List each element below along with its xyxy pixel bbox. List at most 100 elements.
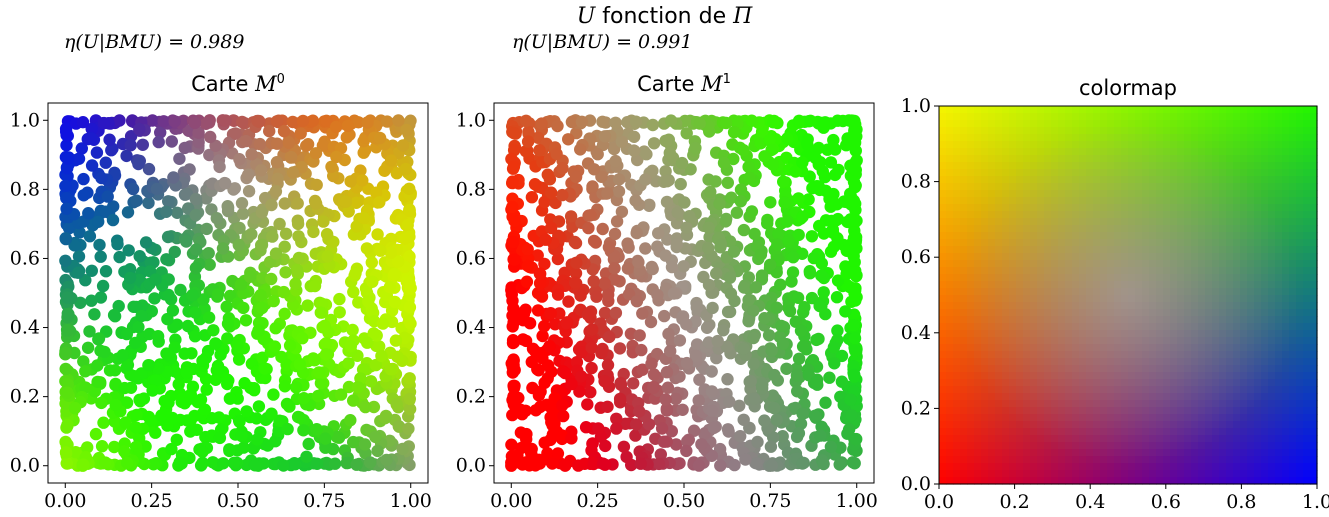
panel-0-point (320, 228, 334, 241)
colormap-cell (1107, 477, 1115, 485)
colormap-cell (1051, 323, 1059, 331)
colormap-cell (1086, 442, 1094, 450)
panel-1-point (770, 301, 783, 314)
colormap-cell (1149, 477, 1157, 485)
colormap-cell (1142, 127, 1150, 135)
colormap-cell (1205, 470, 1213, 478)
panel-0-point (399, 162, 412, 176)
colormap-cell (1100, 183, 1108, 191)
colormap-cell (1205, 456, 1213, 464)
colormap-cell (1191, 309, 1199, 317)
panel-0-point (76, 116, 90, 129)
colormap-cell (1177, 400, 1185, 408)
colormap-cell (1009, 176, 1017, 184)
colormap-cell (988, 295, 996, 303)
colormap-cell (981, 330, 989, 338)
colormap-cell (1016, 351, 1024, 359)
colormap-cell (1149, 316, 1157, 324)
colormap-cell (1058, 309, 1066, 317)
colormap-cell (1009, 449, 1017, 457)
colormap-cell (1205, 239, 1213, 247)
colormap-cell (1023, 134, 1031, 142)
panel-1-point (651, 288, 664, 302)
colormap-cell (974, 190, 982, 198)
panel-1-point (847, 319, 860, 332)
colormap-cell (1149, 218, 1157, 226)
panel-1-point (824, 440, 838, 453)
panel-0-point (403, 392, 416, 406)
colormap-cell (1058, 344, 1066, 352)
colormap-cell (995, 204, 1003, 212)
colormap-cell (1107, 435, 1115, 443)
colormap-cell (1128, 351, 1136, 359)
colormap-cell (1086, 155, 1094, 163)
colormap-cell (1002, 477, 1010, 485)
colormap-cell (1149, 379, 1157, 387)
colormap-cell (1065, 421, 1073, 429)
panel-0-xtick-label: 0.00 (44, 490, 86, 512)
colormap-cell (1156, 428, 1164, 436)
colormap-cell (1086, 288, 1094, 296)
colormap-cell (967, 372, 975, 380)
panel-0-point (171, 206, 184, 219)
colormap-cell (1093, 358, 1101, 366)
panel-1-point (520, 275, 534, 288)
colormap-cell (1135, 281, 1143, 289)
panel-1-point (815, 257, 828, 270)
panel-0-point (186, 288, 199, 302)
colormap-cell (1128, 281, 1136, 289)
panel-1-point (778, 196, 791, 209)
panel-0-point (62, 222, 76, 235)
colormap-cell (953, 127, 961, 135)
colormap-cell (988, 435, 996, 443)
colormap-cell (1184, 246, 1192, 254)
panel-1-point (569, 170, 583, 184)
colormap-cell (946, 309, 954, 317)
colormap-cell (1107, 260, 1115, 268)
panel-0-point (157, 115, 170, 128)
panel-1-point (785, 275, 798, 288)
colormap-cell (981, 337, 989, 345)
colormap-cell (1009, 393, 1017, 401)
colormap-cell (1128, 414, 1136, 422)
colormap-cell (1198, 386, 1206, 394)
colormap-cell (1142, 239, 1150, 247)
colormap-cell (1191, 106, 1199, 114)
colormap-cell (1058, 148, 1066, 156)
colormap-cell (1163, 449, 1171, 457)
panel-1-point (634, 457, 647, 470)
colormap-cell (1079, 358, 1087, 366)
colormap-cell (953, 309, 961, 317)
panel-0-point (113, 114, 126, 127)
colormap-cell (1030, 470, 1038, 478)
colormap-cell (1184, 323, 1192, 331)
panel-0-point (200, 222, 213, 236)
panel-1-point (564, 210, 578, 223)
panel-0-point (219, 114, 232, 127)
colormap-cell (1170, 281, 1178, 289)
colormap-cell (1030, 169, 1038, 177)
colormap-cell (1016, 442, 1024, 450)
colormap-cell (953, 442, 961, 450)
colormap-cell (1184, 204, 1192, 212)
panel-0-point (254, 289, 267, 302)
colormap-cell (1198, 337, 1206, 345)
colormap-cell (1051, 260, 1059, 268)
colormap-cell (1023, 344, 1031, 352)
colormap-cell (1107, 162, 1115, 170)
colormap-cell (1051, 120, 1059, 128)
colormap-cell (1142, 141, 1150, 149)
panel-1-point (850, 130, 863, 143)
colormap-cell (974, 134, 982, 142)
colormap-cell (1135, 477, 1143, 485)
colormap-cell (1142, 295, 1150, 303)
panel-0-point (142, 359, 155, 372)
colormap-cell (981, 232, 989, 240)
colormap-cell (1107, 358, 1115, 366)
panel-0-point (363, 456, 377, 469)
colormap-cell (1072, 421, 1080, 429)
colormap-cell (1177, 141, 1185, 149)
colormap-cell (946, 302, 954, 310)
colormap-cell (1030, 386, 1038, 394)
panel-0-point (135, 309, 148, 323)
